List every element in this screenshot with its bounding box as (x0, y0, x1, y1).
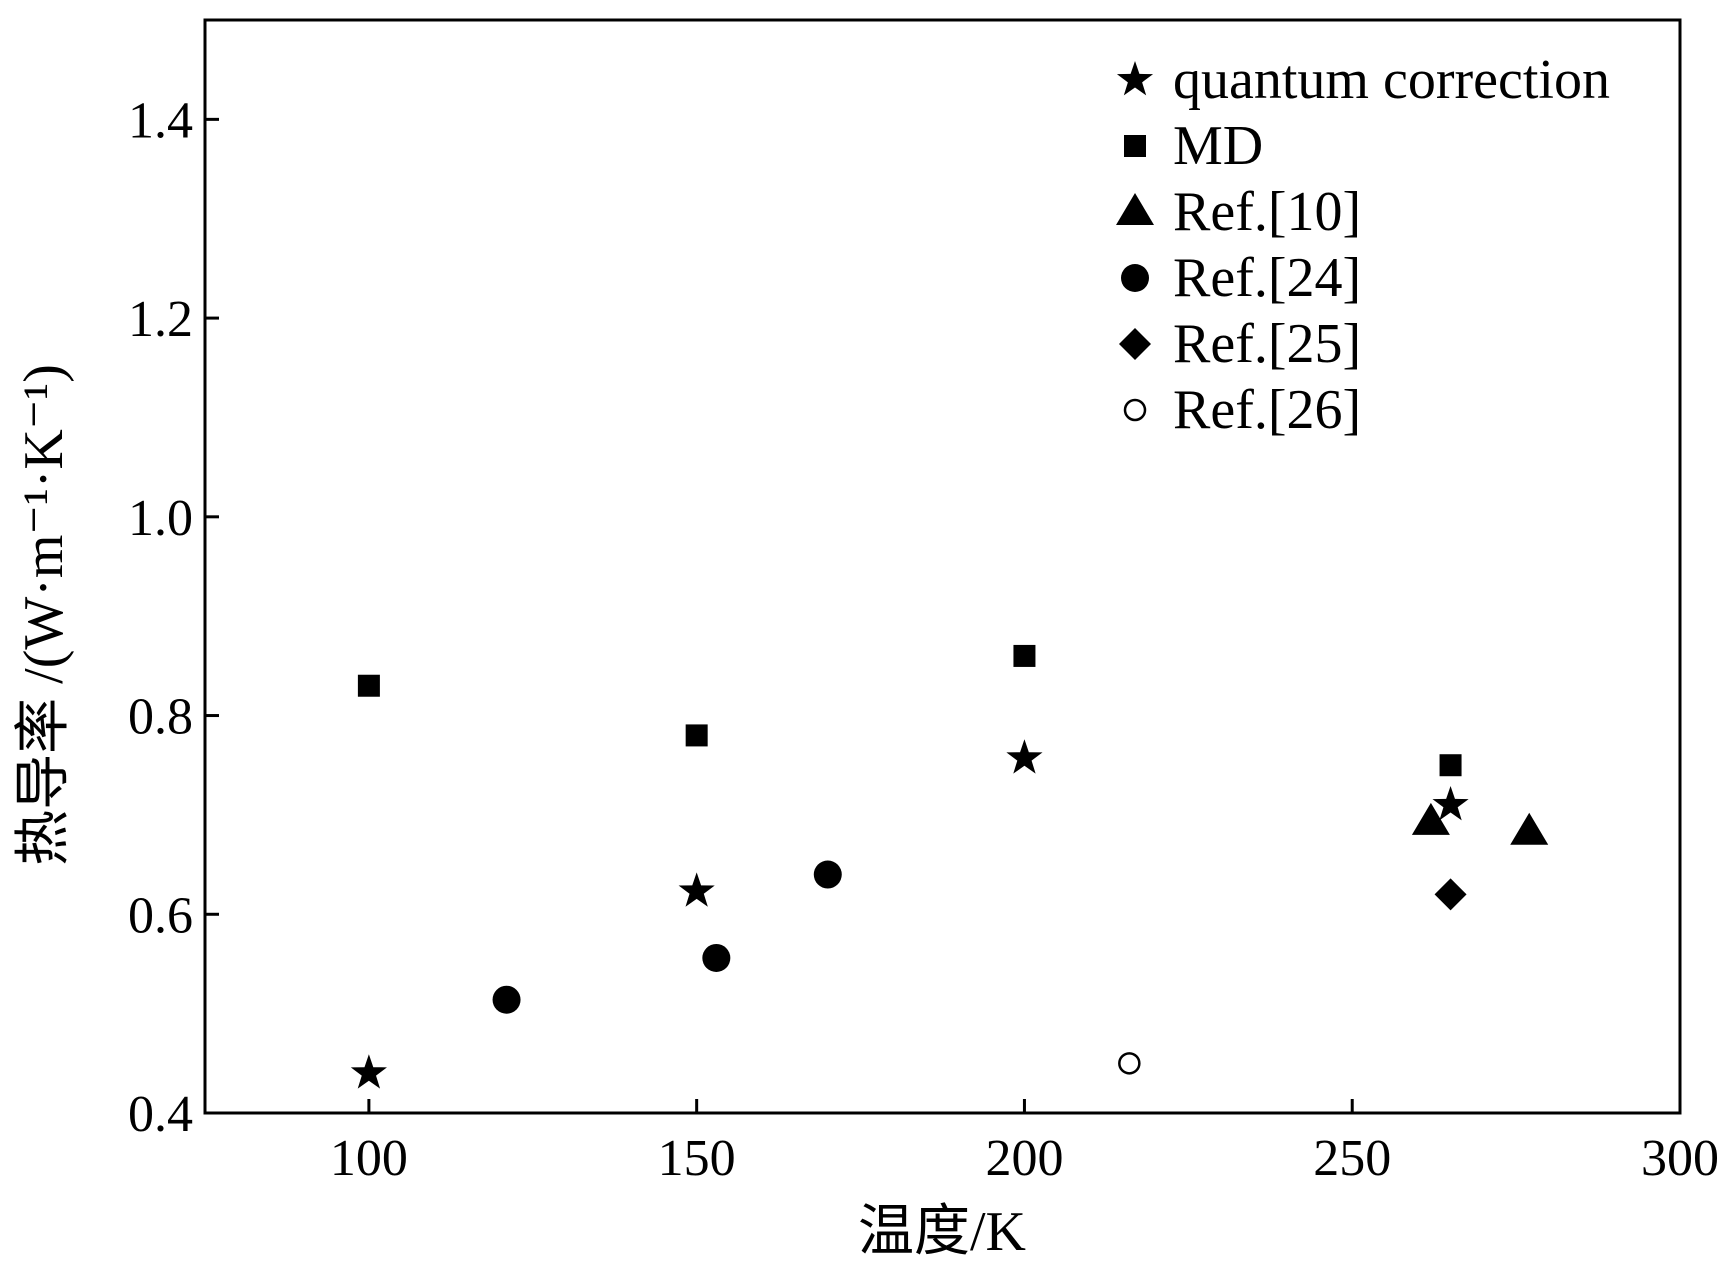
y-tick-label: 0.4 (128, 1086, 193, 1143)
legend-marker-diamond (1119, 328, 1151, 360)
legend-label: Ref.[10] (1173, 181, 1361, 243)
y-tick-label: 0.8 (128, 689, 193, 746)
legend-label: MD (1173, 115, 1263, 177)
legend-label: Ref.[26] (1173, 379, 1361, 441)
data-point-diamond (1434, 878, 1467, 911)
y-axis-ticks: 0.4 0.6 0.8 1.0 1.2 1.4 (128, 92, 219, 1143)
data-point-circle (702, 943, 731, 972)
data-point-open-circle (1118, 1052, 1141, 1075)
x-tick-label: 200 (985, 1130, 1063, 1187)
data-point-circle (492, 985, 521, 1014)
legend: quantum correctionMDRef.[10]Ref.[24]Ref.… (1116, 49, 1610, 441)
data-point-star (350, 1054, 387, 1089)
data-point-star (1432, 785, 1469, 821)
legend-label: Ref.[24] (1173, 247, 1361, 309)
legend-marker-star (1116, 61, 1154, 96)
legend-marker-triangle (1116, 193, 1154, 225)
x-tick-label: 300 (1641, 1130, 1719, 1187)
y-tick-label: 1.2 (128, 291, 193, 348)
data-point-triangle (1411, 802, 1450, 835)
x-tick-label: 250 (1313, 1130, 1391, 1187)
plot-frame (203, 18, 1682, 1115)
legend-label: Ref.[25] (1173, 313, 1361, 375)
data-point-square (685, 724, 708, 747)
legend-label: quantum correction (1173, 49, 1610, 111)
data-point-square (1013, 644, 1036, 667)
legend-marker-circle (1121, 264, 1149, 292)
data-point-square (357, 674, 380, 697)
y-tick-label: 1.0 (128, 490, 193, 547)
data-marks (350, 644, 1549, 1089)
x-tick-label: 100 (330, 1130, 408, 1187)
data-point-star (678, 872, 715, 907)
legend-marker-open-circle (1123, 398, 1147, 422)
data-point-star (1006, 739, 1043, 774)
x-tick-label: 150 (658, 1130, 736, 1187)
y-tick-label: 0.6 (128, 887, 193, 944)
legend-marker-square (1124, 135, 1146, 157)
y-axis-title: 热导率 /(W·m⁻¹·K⁻¹) (13, 364, 75, 866)
data-point-triangle (1510, 812, 1549, 845)
data-point-circle (813, 860, 842, 889)
x-axis-title: 温度/K (858, 1201, 1026, 1262)
data-point-square (1439, 754, 1462, 777)
y-tick-label: 1.4 (128, 92, 193, 149)
x-axis-ticks: 100 150 200 250 300 (330, 1099, 1719, 1187)
